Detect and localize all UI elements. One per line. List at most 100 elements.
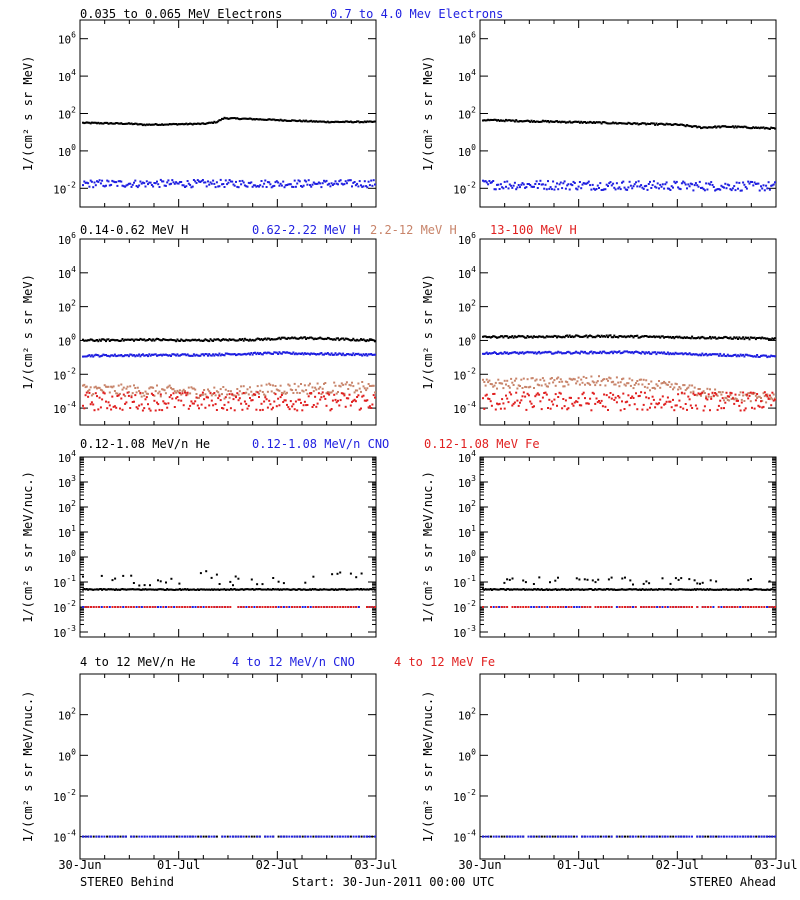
data-point [167,385,170,388]
data-point [199,339,202,342]
data-point [354,588,357,591]
y-tick-label: 102 [58,106,76,122]
data-point [150,353,153,356]
data-point [663,380,666,383]
data-point [177,123,180,126]
data-point [288,835,291,838]
data-point [568,120,571,123]
data-point [648,582,651,585]
data-point [520,183,523,186]
data-point [106,121,109,124]
data-point [256,588,259,591]
data-point [508,183,511,186]
data-point [204,353,207,355]
data-point [372,588,375,591]
data-point [83,355,86,358]
data-point [758,127,761,130]
data-point [596,380,599,383]
data-point [266,181,269,184]
data-point [694,404,697,407]
data-point [138,835,141,838]
data-point [248,606,251,608]
data-point [584,350,586,353]
data-point [632,835,634,838]
data-point [94,339,97,342]
data-point [166,588,169,590]
data-point [124,588,127,591]
data-point [701,126,704,129]
data-point [641,335,644,338]
data-point [130,338,133,341]
data-point [293,179,296,182]
data-point [752,588,755,591]
data-point [302,336,305,339]
data-point [590,188,593,191]
data-point [240,835,243,838]
data-point [266,337,269,340]
data-point [243,400,246,403]
data-point [541,589,544,591]
data-point [624,401,627,404]
data-point [186,835,189,838]
data-point [599,588,602,591]
data-point [185,185,188,188]
data-point [175,835,178,838]
data-point [93,121,96,124]
data-point [258,392,260,395]
data-point [122,339,125,342]
data-point [519,588,521,591]
data-point [125,387,128,390]
data-point [547,589,549,591]
data-point [624,835,626,838]
data-point [108,355,111,358]
data-point [279,384,282,387]
data-point [226,117,229,120]
data-point [176,588,179,591]
data-point [522,352,525,355]
data-point [627,335,630,338]
data-point [296,409,299,412]
data-point [559,835,562,838]
data-point [670,353,673,356]
data-point [721,397,724,400]
data-point [645,379,648,382]
data-point [178,588,181,590]
data-point [190,588,193,591]
data-point [301,389,304,392]
data-point [260,180,263,182]
data-point [679,123,682,126]
data-point [721,185,724,188]
data-point [761,588,764,591]
data-point [684,352,687,355]
data-point [582,351,585,354]
data-point [187,589,190,591]
data-point [219,339,222,342]
data-point [349,339,352,342]
data-point [577,397,580,400]
data-point [84,394,87,397]
data-point [689,391,692,394]
data-point [215,353,218,356]
data-point [181,184,184,187]
data-point [305,180,308,183]
data-point [595,352,598,355]
data-point [180,353,183,356]
data-point [530,185,533,188]
data-point [712,588,715,591]
data-point [105,340,107,343]
data-point [516,351,519,354]
data-point [612,336,615,339]
data-point [767,181,770,184]
data-point [82,575,84,578]
data-point [134,387,137,389]
data-point [729,588,732,591]
data-point [138,339,141,341]
data-point [533,588,535,591]
data-point [152,123,155,126]
data-point [709,335,711,338]
data-point [351,588,353,591]
data-point [331,121,334,123]
data-point [113,339,116,342]
data-point [655,402,658,405]
data-point [521,395,524,398]
